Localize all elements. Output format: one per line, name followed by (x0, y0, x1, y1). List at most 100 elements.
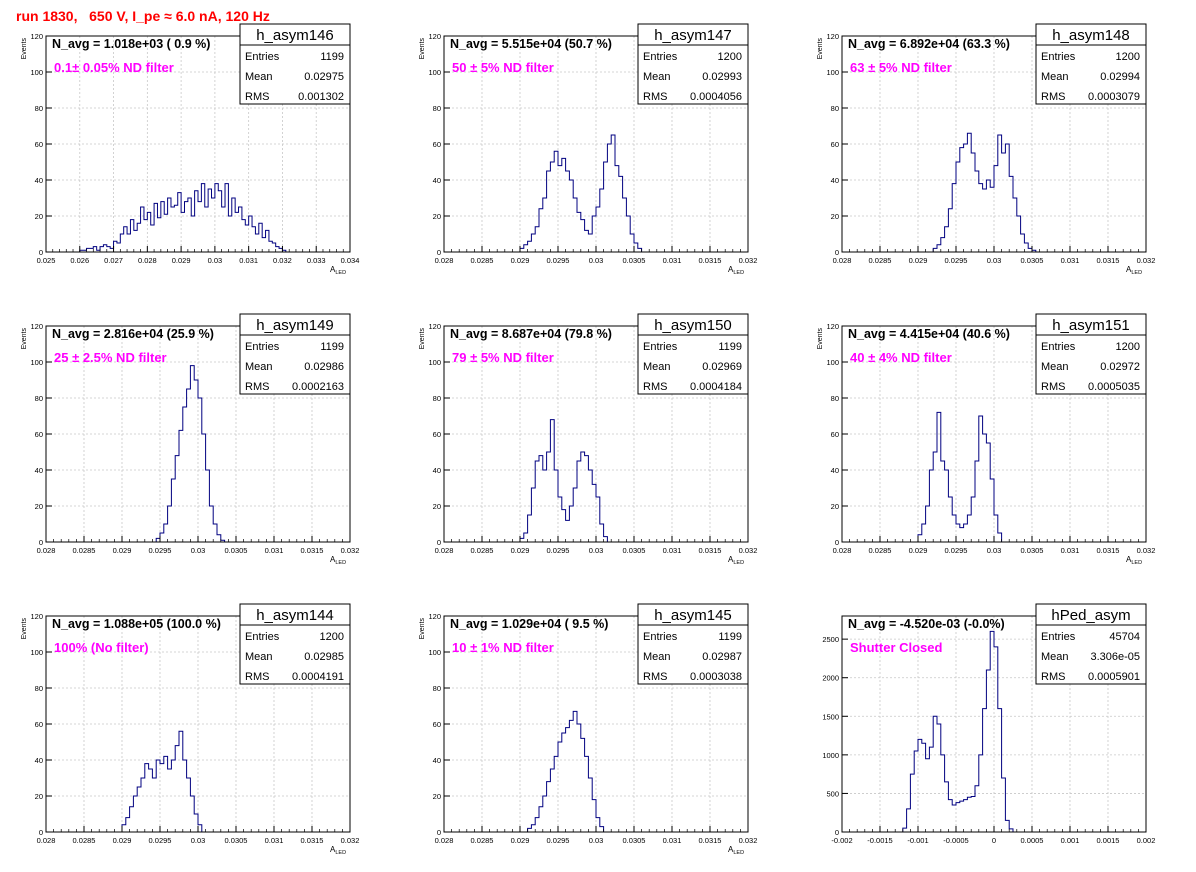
y-tick-label: 0 (437, 538, 441, 547)
x-tick-label: -0.0005 (943, 836, 968, 845)
stats-value-entries: 1200 (718, 51, 742, 63)
stats-value-mean: 0.02969 (702, 361, 742, 373)
y-tick-label: 80 (433, 394, 441, 403)
navg-label: N_avg = 1.088e+05 (100.0 %) (52, 617, 221, 631)
stats-box (1035, 23, 1147, 105)
stats-key-rms: RMS (643, 381, 667, 393)
x-axis-label: ALED (728, 265, 744, 276)
histogram-series (902, 630, 1014, 832)
y-tick-label: 100 (826, 358, 839, 367)
histogram-series (121, 730, 203, 832)
stats-key-entries: Entries (1041, 631, 1076, 643)
stats-key-mean: Mean (1041, 361, 1069, 373)
x-tick-label: 0.0295 (547, 546, 570, 555)
x-tick-label: 0.029 (113, 546, 132, 555)
x-tick-label: 0.0305 (623, 256, 646, 265)
x-tick-label: 0.001 (1061, 836, 1080, 845)
histogram-series (932, 132, 1037, 252)
x-tick-label: 0.029 (909, 256, 928, 265)
y-tick-label: 100 (428, 648, 441, 657)
stats-box (1035, 313, 1147, 395)
histogram-panel-h_asym145: 0.028 0.0285 0.029 0.0295 0.03 0.0305 0.031 0.0… (419, 603, 758, 856)
navg-label: N_avg = 4.415e+04 (40.6 %) (848, 327, 1010, 341)
x-tick-label: -0.0015 (867, 836, 892, 845)
y-tick-label: 80 (831, 104, 839, 113)
stats-value-entries: 1199 (320, 51, 344, 63)
y-tick-label: 60 (35, 140, 43, 149)
navg-label: N_avg = 1.018e+03 ( 0.9 %) (52, 37, 210, 51)
x-tick-label: 0.002 (1137, 836, 1156, 845)
x-axis-label: ALED (728, 555, 744, 566)
stats-key-rms: RMS (1041, 91, 1065, 103)
y-tick-label: 60 (831, 430, 839, 439)
x-tick-label: 0 (992, 836, 996, 845)
y-tick-label: 40 (433, 176, 441, 185)
x-tick-label: 0.03 (589, 836, 604, 845)
x-tick-label: 0.0285 (471, 546, 494, 555)
stats-value-rms: 0.0004056 (690, 91, 742, 103)
stats-value-rms: 0.001302 (298, 91, 344, 103)
y-tick-label: 1000 (822, 751, 839, 760)
y-tick-label: 20 (433, 212, 441, 221)
x-tick-label: 0.031 (265, 546, 284, 555)
y-tick-label: 60 (433, 430, 441, 439)
stats-key-mean: Mean (245, 71, 273, 83)
stats-value-entries: 1199 (718, 341, 742, 353)
filter-label: 0.1± 0.05% ND filter (54, 60, 174, 75)
histogram-name: h_asym144 (256, 607, 334, 624)
histogram-series (519, 419, 608, 542)
x-tick-label: 0.028 (37, 546, 56, 555)
x-tick-label: 0.0315 (699, 836, 722, 845)
stats-value-mean: 0.02987 (702, 651, 742, 663)
stats-value-entries: 1199 (718, 631, 742, 643)
filter-label: 10 ± 1% ND filter (452, 640, 554, 655)
histogram-name: h_asym146 (256, 27, 334, 44)
y-tick-label: 100 (826, 68, 839, 77)
x-tick-label: 0.0305 (225, 836, 248, 845)
filter-label: 50 ± 5% ND filter (452, 60, 554, 75)
x-tick-label: 0.028 (138, 256, 157, 265)
stats-key-mean: Mean (643, 651, 671, 663)
x-tick-label: 0.0305 (1021, 546, 1044, 555)
x-tick-label: 0.0315 (301, 546, 324, 555)
y-tick-label: 80 (831, 394, 839, 403)
x-tick-label: 0.0285 (471, 836, 494, 845)
x-tick-label: 0.031 (1061, 546, 1080, 555)
y-tick-label: 120 (826, 32, 839, 41)
filter-label: Shutter Closed (850, 640, 943, 655)
y-tick-label: 0 (835, 538, 839, 547)
stats-value-rms: 0.0004184 (690, 381, 742, 393)
y-tick-label: 0 (39, 828, 43, 837)
x-tick-label: 0.0285 (471, 256, 494, 265)
x-tick-label: 0.03 (191, 546, 206, 555)
stats-key-mean: Mean (245, 651, 273, 663)
stats-value-mean: 0.02985 (304, 651, 344, 663)
filter-label: 100% (No filter) (54, 640, 149, 655)
y-tick-label: 80 (35, 684, 43, 693)
x-axis-label: ALED (330, 555, 346, 566)
histogram-series (519, 134, 643, 252)
navg-label: N_avg = -4.520e-03 (-0.0%) (848, 617, 1005, 631)
y-tick-label: 40 (433, 756, 441, 765)
x-tick-label: 0.0005 (1021, 836, 1044, 845)
stats-value-mean: 0.02994 (1100, 71, 1140, 83)
stats-value-rms: 0.0004191 (292, 671, 344, 683)
stats-value-mean: 0.02993 (702, 71, 742, 83)
x-tick-label: 0.032 (739, 836, 758, 845)
x-tick-label: 0.0305 (1021, 256, 1044, 265)
y-tick-label: 120 (428, 612, 441, 621)
filter-label: 79 ± 5% ND filter (452, 350, 554, 365)
x-tick-label: 0.029 (172, 256, 191, 265)
x-tick-label: 0.031 (663, 256, 682, 265)
stats-key-entries: Entries (245, 631, 280, 643)
y-axis-label: Events (21, 38, 28, 60)
stats-box (239, 23, 351, 105)
y-tick-label: 60 (433, 140, 441, 149)
x-tick-label: 0.027 (104, 256, 123, 265)
stats-key-entries: Entries (643, 51, 678, 63)
x-tick-label: 0.03 (208, 256, 223, 265)
y-tick-label: 120 (30, 32, 43, 41)
stats-value-entries: 1200 (320, 631, 344, 643)
filter-label: 40 ± 4% ND filter (850, 350, 952, 365)
x-tick-label: 0.031 (239, 256, 258, 265)
